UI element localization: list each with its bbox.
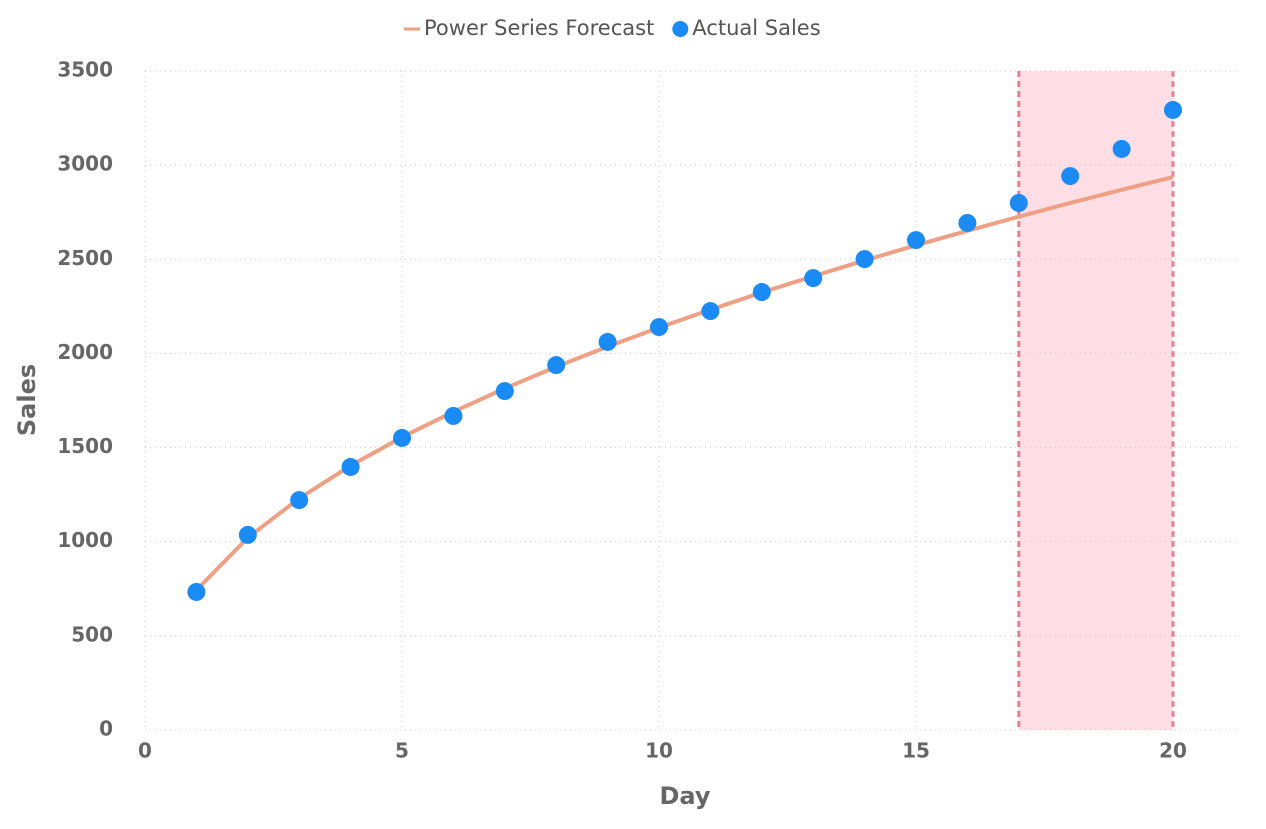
data-point xyxy=(804,269,823,288)
forecast-line xyxy=(194,175,1174,592)
x-tick-label: 15 xyxy=(902,739,930,763)
y-tick-label: 3500 xyxy=(57,58,113,82)
y-tick-label: 1000 xyxy=(57,528,113,552)
data-point xyxy=(958,213,977,232)
x-tick-label: 10 xyxy=(645,739,673,763)
data-point xyxy=(701,302,720,321)
data-point xyxy=(547,356,566,375)
y-tick-label: 3000 xyxy=(57,152,113,176)
y-tick-label: 2500 xyxy=(57,246,113,270)
data-point xyxy=(1009,193,1028,212)
data-point xyxy=(290,491,309,510)
legend-label: Actual Sales xyxy=(692,16,820,40)
data-point xyxy=(1164,100,1182,119)
data-point xyxy=(1112,139,1131,158)
data-point xyxy=(444,406,463,425)
y-tick-label: 1500 xyxy=(57,434,113,458)
data-point xyxy=(855,250,874,269)
data-point xyxy=(393,428,411,447)
y-axis-title: Sales xyxy=(13,364,41,436)
x-axis-title: Day xyxy=(659,782,710,810)
highlight-band xyxy=(1018,71,1173,730)
data-point xyxy=(650,318,668,337)
y-tick-label: 2000 xyxy=(57,340,113,364)
data-point xyxy=(238,525,257,544)
legend: Power Series Forecast Actual Sales xyxy=(404,16,821,40)
y-tick-label: 500 xyxy=(71,622,113,646)
x-tick-label: 0 xyxy=(138,739,152,763)
legend-label: Power Series Forecast xyxy=(424,16,654,40)
data-point xyxy=(752,283,771,302)
x-tick-label: 20 xyxy=(1159,739,1187,763)
data-point xyxy=(598,332,617,351)
y-tick-label: 0 xyxy=(99,717,113,741)
data-point xyxy=(1061,167,1080,186)
data-point xyxy=(341,457,360,476)
data-point xyxy=(495,382,514,401)
data-point xyxy=(907,231,925,250)
x-tick-label: 5 xyxy=(395,739,409,763)
legend-marker xyxy=(672,21,689,37)
data-point xyxy=(187,582,206,601)
